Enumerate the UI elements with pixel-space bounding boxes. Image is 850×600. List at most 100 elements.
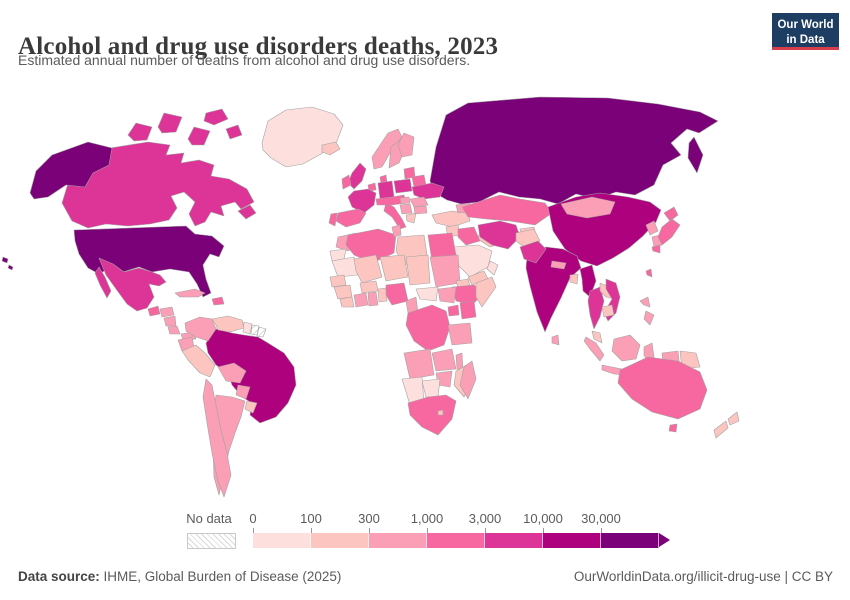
country-mexico-baja[interactable] xyxy=(94,266,112,299)
country-peru[interactable] xyxy=(181,344,216,378)
country-somalia[interactable] xyxy=(475,276,497,308)
country-south-africa[interactable] xyxy=(407,394,457,436)
country-australia-tasmania[interactable] xyxy=(668,423,678,433)
country-usa-hawaii-2[interactable] xyxy=(7,264,14,271)
country-philippines-luzon[interactable] xyxy=(639,296,651,308)
country-uruguay[interactable] xyxy=(244,400,258,414)
country-paraguay[interactable] xyxy=(235,384,251,400)
country-costa-rica[interactable] xyxy=(167,325,181,335)
country-new-zealand-south[interactable] xyxy=(713,420,729,439)
country-mongolia[interactable] xyxy=(560,196,616,219)
country-pakistan[interactable] xyxy=(519,240,547,264)
country-botswana[interactable] xyxy=(421,378,441,398)
country-bangladesh[interactable] xyxy=(569,273,579,285)
country-thailand[interactable] xyxy=(587,286,605,330)
country-iran[interactable] xyxy=(477,220,521,250)
country-ireland[interactable] xyxy=(341,174,352,190)
legend-bin[interactable] xyxy=(369,533,427,548)
country-canada-arctic-2[interactable] xyxy=(157,112,183,134)
country-canada-arctic-1[interactable] xyxy=(127,122,153,142)
country-india[interactable] xyxy=(525,246,582,333)
country-japan-kyushu[interactable] xyxy=(651,244,661,254)
country-burkina-faso[interactable] xyxy=(359,280,379,294)
country-poland[interactable] xyxy=(393,178,413,194)
legend-bin[interactable] xyxy=(543,533,601,548)
country-france[interactable] xyxy=(347,188,377,214)
country-sudan[interactable] xyxy=(429,254,461,288)
country-canada-arctic-3[interactable] xyxy=(187,126,211,146)
country-togo-benin[interactable] xyxy=(377,287,388,303)
country-philippines-mindanao[interactable] xyxy=(643,310,655,326)
country-nigeria[interactable] xyxy=(385,282,409,306)
country-turkey[interactable] xyxy=(431,210,471,228)
country-chile[interactable] xyxy=(202,378,232,498)
country-cuba[interactable] xyxy=(174,288,206,298)
country-germany[interactable] xyxy=(377,180,395,200)
country-lesotho[interactable] xyxy=(437,409,444,416)
country-guyana[interactable] xyxy=(242,321,253,335)
country-sierra-leone-liberia[interactable] xyxy=(339,296,355,308)
country-bolivia[interactable] xyxy=(217,362,247,384)
country-japan-hokkaido[interactable] xyxy=(663,206,679,222)
country-hispaniola[interactable] xyxy=(211,296,225,306)
country-nicaragua[interactable] xyxy=(163,315,177,327)
country-niger[interactable] xyxy=(379,254,409,282)
country-usa-alaska[interactable] xyxy=(29,141,113,200)
country-guinea[interactable] xyxy=(333,284,353,300)
country-finland[interactable] xyxy=(397,132,415,158)
country-sri-lanka[interactable] xyxy=(551,334,560,346)
country-bulgaria[interactable] xyxy=(413,205,428,215)
country-hungary[interactable] xyxy=(399,196,411,205)
country-canada-newfoundland[interactable] xyxy=(237,204,257,220)
country-venezuela[interactable] xyxy=(211,315,245,333)
country-japan-honshu[interactable] xyxy=(657,218,681,246)
country-ghana[interactable] xyxy=(367,291,379,307)
country-chad[interactable] xyxy=(405,254,431,286)
legend-no-data-swatch[interactable] xyxy=(187,533,236,549)
country-malaysia[interactable] xyxy=(591,330,603,344)
country-new-zealand-north[interactable] xyxy=(727,411,740,426)
country-taiwan[interactable] xyxy=(645,268,653,278)
country-tunisia[interactable] xyxy=(391,224,402,238)
country-nepal[interactable] xyxy=(550,260,567,270)
country-portugal[interactable] xyxy=(328,212,338,227)
country-kazakhstan[interactable] xyxy=(461,194,553,226)
country-indonesia-borneo[interactable] xyxy=(611,334,641,362)
country-russia[interactable] xyxy=(429,96,719,205)
country-italy[interactable] xyxy=(383,202,407,230)
country-greenland[interactable] xyxy=(261,106,344,168)
country-spain[interactable] xyxy=(335,208,367,228)
country-oman[interactable] xyxy=(486,260,499,276)
country-russia-kamchatka[interactable] xyxy=(687,136,704,174)
country-honduras[interactable] xyxy=(159,306,175,318)
country-ivory-coast[interactable] xyxy=(353,292,369,308)
country-central-african-republic[interactable] xyxy=(415,286,439,302)
country-senegal[interactable] xyxy=(329,274,347,288)
country-zambia[interactable] xyxy=(431,348,457,372)
legend-bin[interactable] xyxy=(253,533,311,548)
country-usa-hawaii-1[interactable] xyxy=(1,256,9,264)
country-mexico[interactable] xyxy=(98,257,167,312)
country-cambodia[interactable] xyxy=(601,304,615,318)
country-mali[interactable] xyxy=(353,254,383,284)
country-angola[interactable] xyxy=(403,348,435,380)
country-tanzania[interactable] xyxy=(447,322,473,346)
country-indonesia-sumatra[interactable] xyxy=(583,336,605,362)
country-greece[interactable] xyxy=(405,212,417,224)
country-guatemala[interactable] xyxy=(147,305,161,317)
country-drc[interactable] xyxy=(405,304,451,352)
legend-bin[interactable] xyxy=(427,533,485,548)
country-romania[interactable] xyxy=(409,196,429,208)
country-balkans[interactable] xyxy=(399,203,413,215)
country-iceland[interactable] xyxy=(321,141,341,156)
country-australia[interactable] xyxy=(617,356,708,420)
country-madagascar[interactable] xyxy=(459,360,477,400)
legend-bin[interactable] xyxy=(311,533,369,548)
country-uganda[interactable] xyxy=(447,304,460,317)
owid-url-license-link[interactable]: OurWorldinData.org/illicit-drug-use | CC… xyxy=(573,569,833,584)
owid-logo[interactable]: Our World in Data xyxy=(772,13,839,50)
legend-bin[interactable] xyxy=(485,533,543,548)
country-canada-arctic-5[interactable] xyxy=(225,124,243,140)
country-french-guiana[interactable] xyxy=(256,326,267,338)
country-canada[interactable] xyxy=(61,141,255,229)
